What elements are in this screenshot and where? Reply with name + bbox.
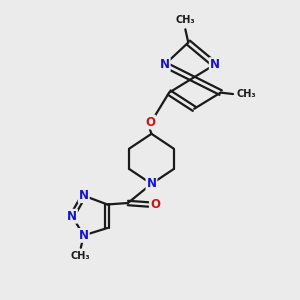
Text: N: N [146,177,157,190]
Text: N: N [67,210,77,223]
Text: CH₃: CH₃ [71,251,91,261]
Text: N: N [79,189,89,202]
Text: CH₃: CH₃ [176,15,195,25]
Text: N: N [160,58,170,71]
Text: N: N [79,229,89,242]
Text: N: N [210,58,220,71]
Text: O: O [145,116,155,128]
Text: CH₃: CH₃ [237,89,256,99]
Text: O: O [150,198,160,211]
